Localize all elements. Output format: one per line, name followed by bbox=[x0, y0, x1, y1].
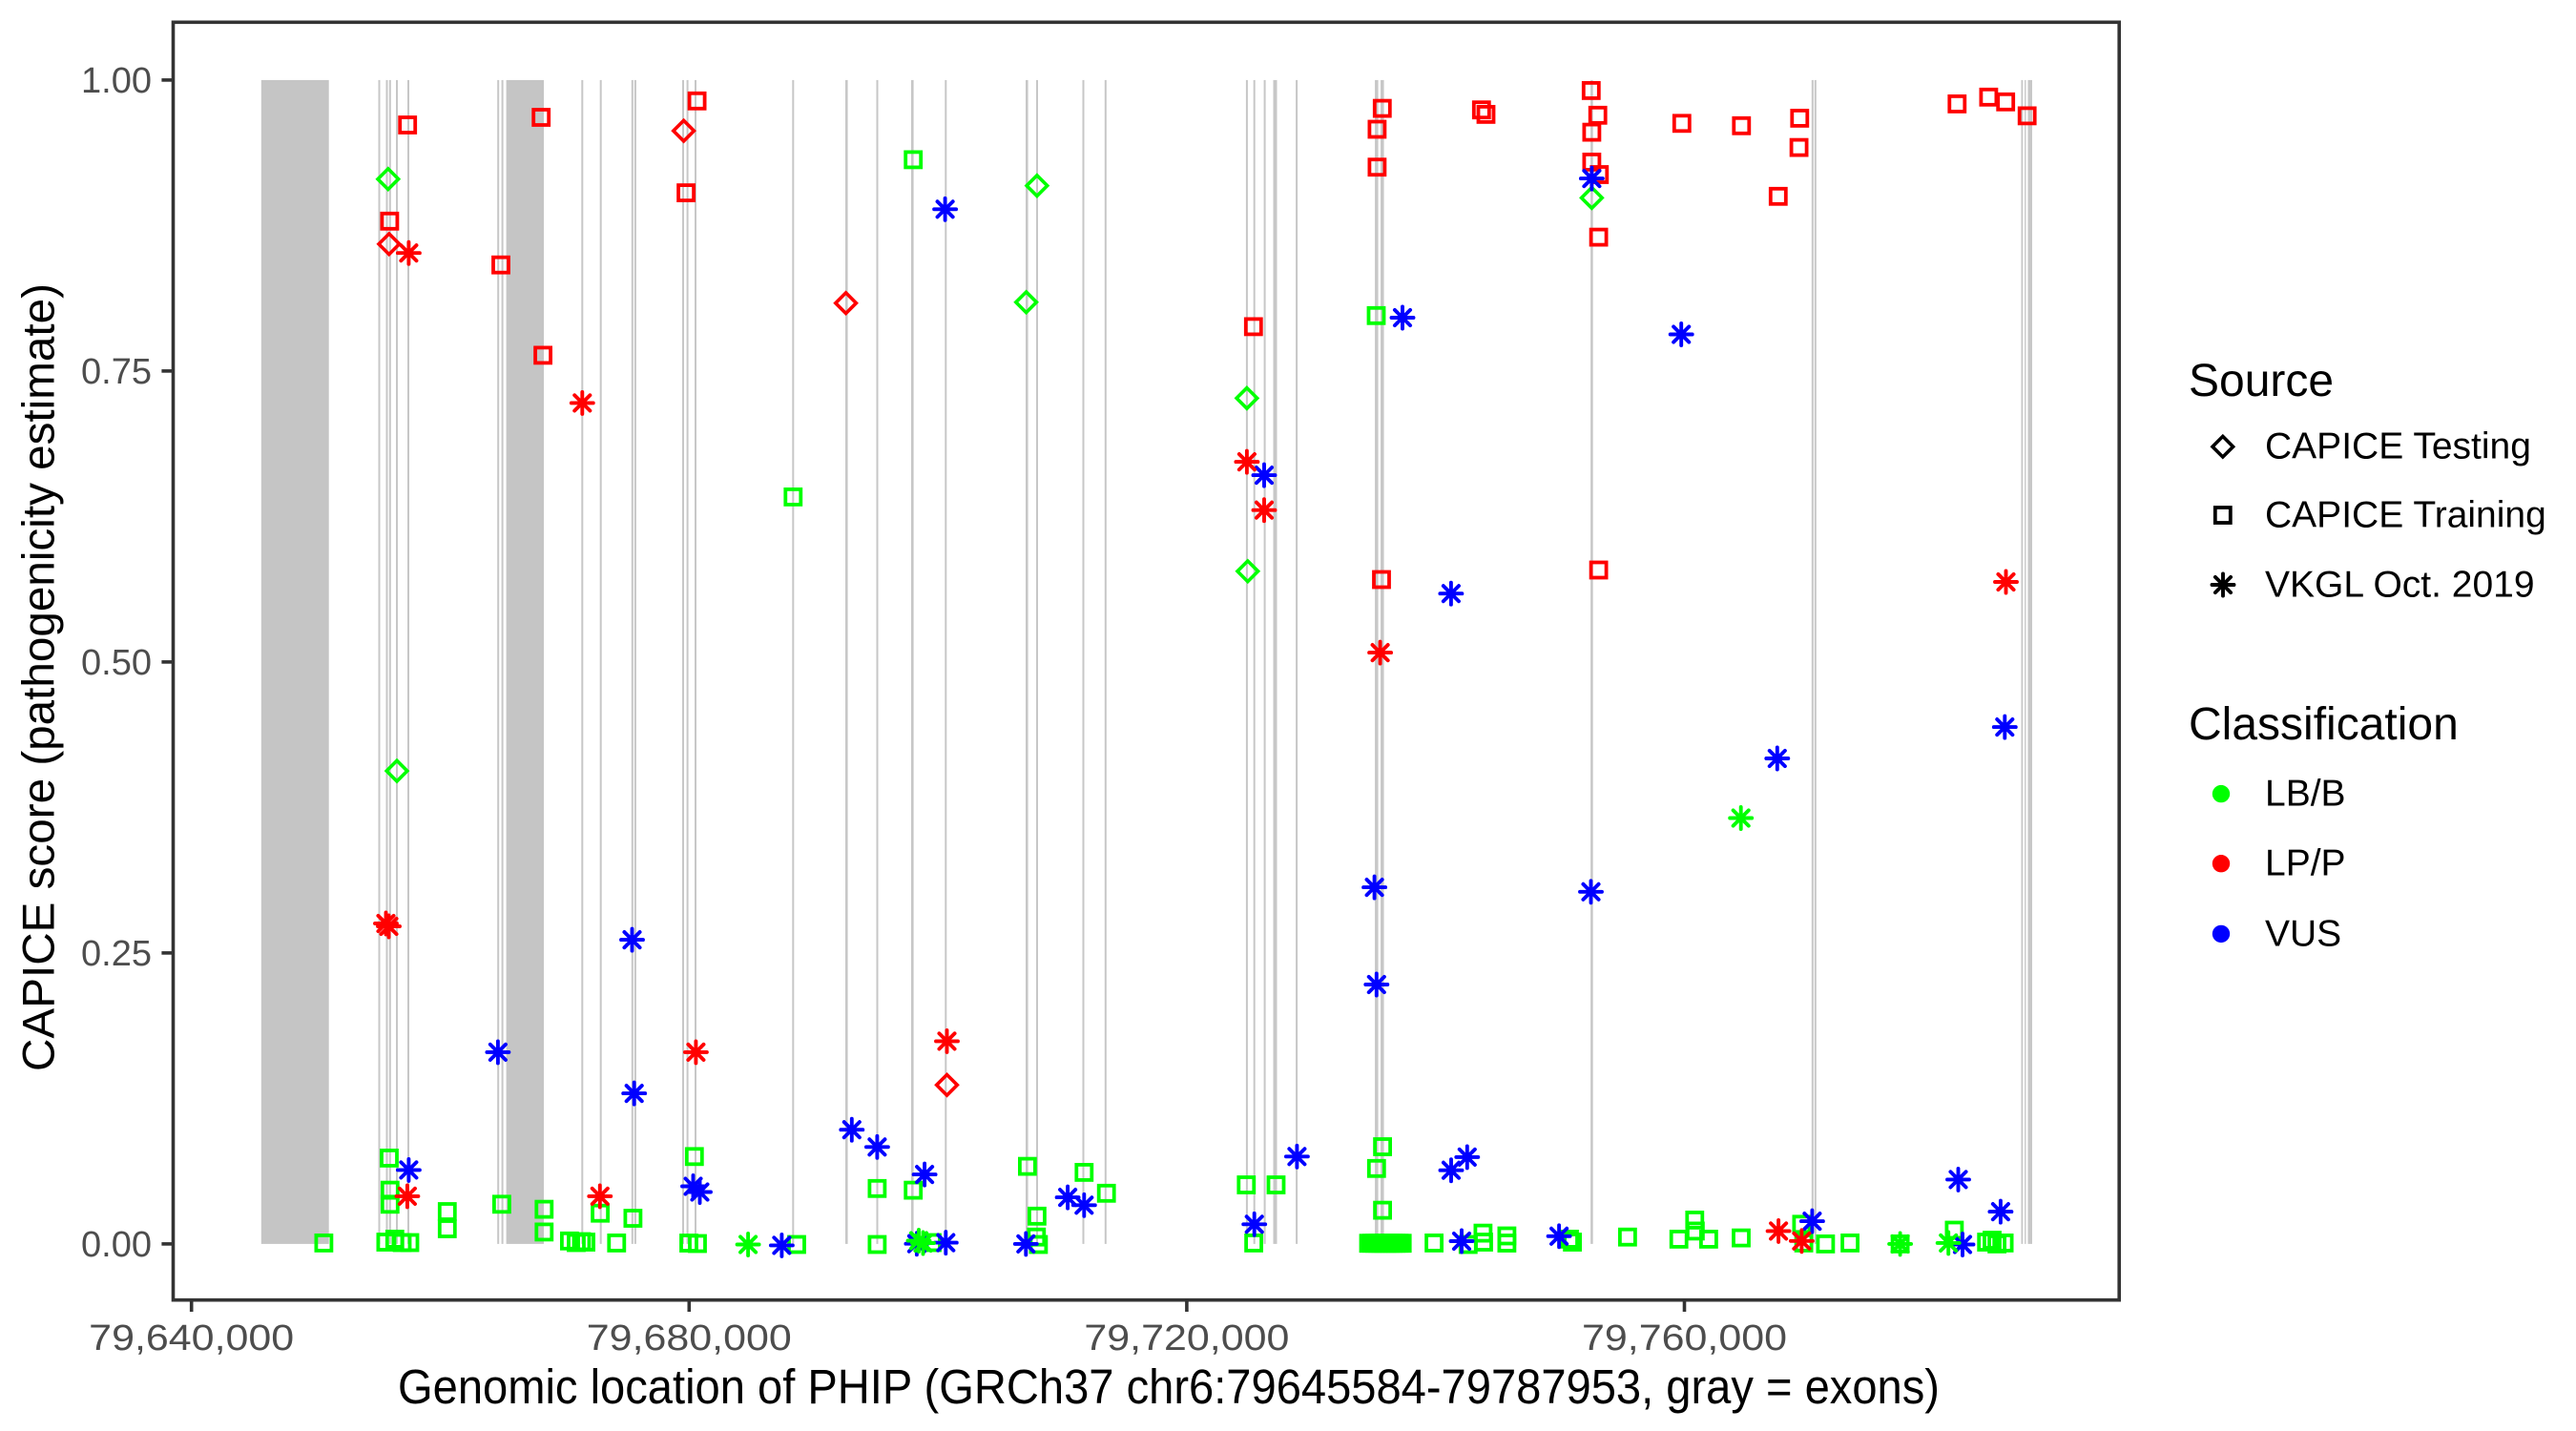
svg-text:0.25: 0.25 bbox=[81, 934, 152, 974]
svg-text:79,680,000: 79,680,000 bbox=[587, 1318, 792, 1358]
svg-text:0.00: 0.00 bbox=[81, 1225, 152, 1265]
svg-text:79,760,000: 79,760,000 bbox=[1582, 1318, 1787, 1358]
svg-text:VKGL Oct. 2019: VKGL Oct. 2019 bbox=[2265, 565, 2535, 606]
svg-text:Genomic location of PHIP (GRCh: Genomic location of PHIP (GRCh37 chr6:79… bbox=[398, 1359, 1940, 1414]
svg-text:Classification: Classification bbox=[2189, 699, 2459, 750]
svg-text:1.00: 1.00 bbox=[81, 61, 152, 101]
svg-text:LP/P: LP/P bbox=[2265, 843, 2346, 884]
svg-text:Source: Source bbox=[2189, 356, 2334, 406]
svg-text:CAPICE score (pathogenicity es: CAPICE score (pathogenicity estimate) bbox=[13, 283, 64, 1071]
svg-text:VUS: VUS bbox=[2265, 913, 2341, 954]
svg-text:0.50: 0.50 bbox=[81, 643, 152, 683]
svg-text:CAPICE Training: CAPICE Training bbox=[2265, 495, 2546, 536]
svg-text:LB/B: LB/B bbox=[2265, 774, 2346, 815]
svg-text:CAPICE Testing: CAPICE Testing bbox=[2265, 426, 2531, 467]
svg-text:79,640,000: 79,640,000 bbox=[89, 1318, 294, 1358]
svg-text:79,720,000: 79,720,000 bbox=[1084, 1318, 1289, 1358]
svg-text:0.75: 0.75 bbox=[81, 352, 152, 392]
